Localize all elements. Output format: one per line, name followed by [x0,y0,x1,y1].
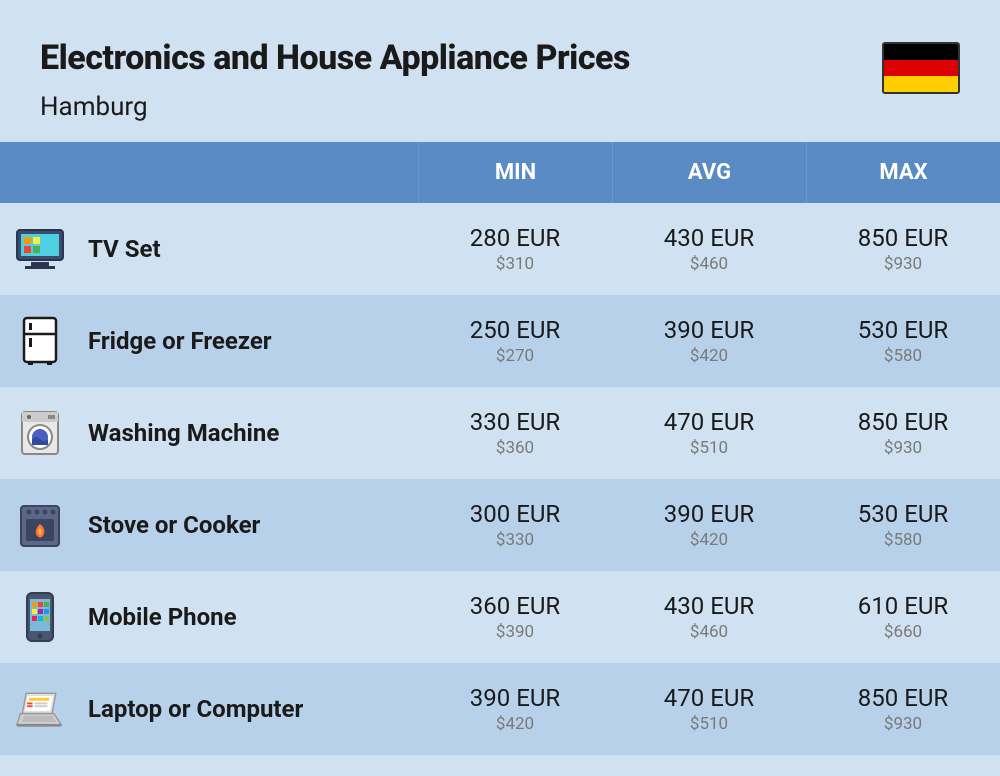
cell-max: 530 EUR $580 [806,500,1000,550]
th-max: MAX [806,142,1000,203]
price-usd: $510 [612,438,806,458]
table-row: Fridge or Freezer 250 EUR $270 390 EUR $… [0,295,1000,387]
price-usd: $360 [418,438,612,458]
price-eur: 850 EUR [806,684,1000,712]
tv-icon [15,224,65,274]
phone-icon [15,592,65,642]
laptop-icon [15,684,65,734]
price-eur: 470 EUR [612,408,806,436]
item-name: Stove or Cooker [80,511,418,539]
price-usd: $390 [418,622,612,642]
price-eur: 390 EUR [418,684,612,712]
price-usd: $580 [806,346,1000,366]
price-table: MIN AVG MAX TV Set 280 EUR $310 430 EUR … [0,142,1000,755]
cell-icon [0,316,80,366]
price-usd: $420 [612,346,806,366]
price-eur: 330 EUR [418,408,612,436]
item-name: TV Set [80,235,418,263]
page-title: Electronics and House Appliance Prices [40,38,882,78]
price-usd: $930 [806,714,1000,734]
table-row: TV Set 280 EUR $310 430 EUR $460 850 EUR… [0,203,1000,295]
price-eur: 850 EUR [806,224,1000,252]
cell-min: 250 EUR $270 [418,316,612,366]
cell-avg: 470 EUR $510 [612,408,806,458]
cell-max: 850 EUR $930 [806,408,1000,458]
price-eur: 280 EUR [418,224,612,252]
cell-max: 530 EUR $580 [806,316,1000,366]
item-name: Laptop or Computer [80,695,418,723]
price-eur: 610 EUR [806,592,1000,620]
cell-icon [0,408,80,458]
page-subtitle: Hamburg [40,92,882,122]
cell-max: 610 EUR $660 [806,592,1000,642]
price-eur: 530 EUR [806,316,1000,344]
table-row: Laptop or Computer 390 EUR $420 470 EUR … [0,663,1000,755]
price-eur: 850 EUR [806,408,1000,436]
price-eur: 470 EUR [612,684,806,712]
cell-min: 280 EUR $310 [418,224,612,274]
price-eur: 430 EUR [612,224,806,252]
cell-avg: 430 EUR $460 [612,224,806,274]
price-eur: 430 EUR [612,592,806,620]
table-row: Washing Machine 330 EUR $360 470 EUR $51… [0,387,1000,479]
header: Electronics and House Appliance Prices H… [0,0,1000,142]
table-header: MIN AVG MAX [0,142,1000,203]
cell-avg: 430 EUR $460 [612,592,806,642]
th-name [80,142,418,203]
price-usd: $460 [612,254,806,274]
price-eur: 390 EUR [612,316,806,344]
germany-flag-icon [882,42,960,94]
cell-max: 850 EUR $930 [806,224,1000,274]
price-usd: $660 [806,622,1000,642]
cell-min: 390 EUR $420 [418,684,612,734]
cell-avg: 470 EUR $510 [612,684,806,734]
th-min: MIN [418,142,612,203]
price-usd: $510 [612,714,806,734]
table-row: Mobile Phone 360 EUR $390 430 EUR $460 6… [0,571,1000,663]
cell-min: 360 EUR $390 [418,592,612,642]
price-usd: $580 [806,530,1000,550]
price-usd: $270 [418,346,612,366]
item-name: Fridge or Freezer [80,327,418,355]
stove-icon [15,500,65,550]
price-usd: $420 [612,530,806,550]
price-eur: 360 EUR [418,592,612,620]
table-row: Stove or Cooker 300 EUR $330 390 EUR $42… [0,479,1000,571]
cell-avg: 390 EUR $420 [612,316,806,366]
price-usd: $330 [418,530,612,550]
price-eur: 250 EUR [418,316,612,344]
cell-icon [0,224,80,274]
price-eur: 300 EUR [418,500,612,528]
fridge-icon [15,316,65,366]
cell-min: 330 EUR $360 [418,408,612,458]
price-usd: $460 [612,622,806,642]
cell-icon [0,500,80,550]
cell-max: 850 EUR $930 [806,684,1000,734]
item-name: Mobile Phone [80,603,418,631]
price-eur: 390 EUR [612,500,806,528]
cell-icon [0,684,80,734]
item-name: Washing Machine [80,419,418,447]
price-usd: $930 [806,254,1000,274]
price-usd: $930 [806,438,1000,458]
price-usd: $310 [418,254,612,274]
price-eur: 530 EUR [806,500,1000,528]
cell-min: 300 EUR $330 [418,500,612,550]
th-icon [0,142,80,203]
cell-avg: 390 EUR $420 [612,500,806,550]
cell-icon [0,592,80,642]
washer-icon [15,408,65,458]
th-avg: AVG [612,142,806,203]
price-usd: $420 [418,714,612,734]
